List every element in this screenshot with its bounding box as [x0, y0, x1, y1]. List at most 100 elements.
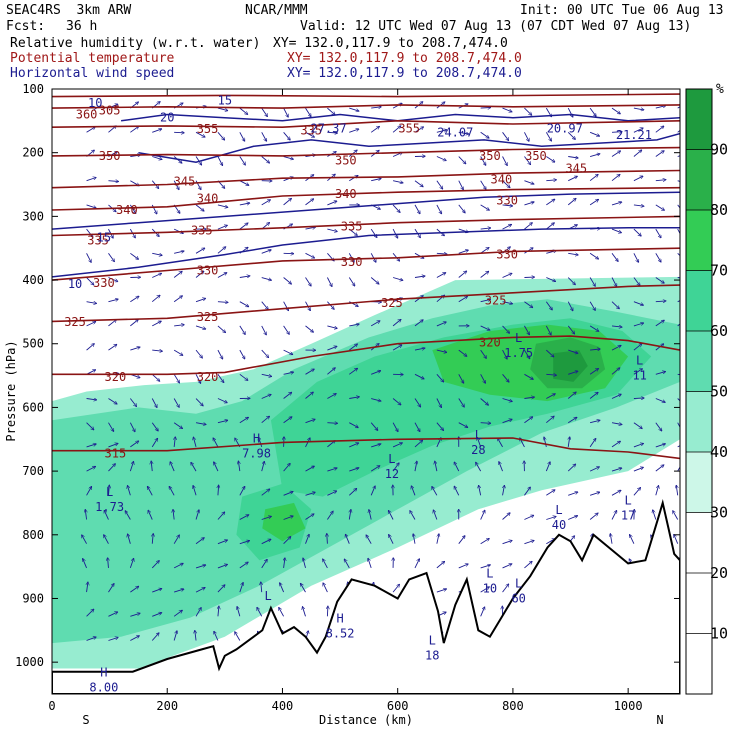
wind-vector	[568, 176, 577, 182]
wind-vector	[414, 422, 420, 432]
wind-vector	[217, 225, 227, 230]
field-rh-xy: XY= 132.0,117.9 to 208.7,474.0	[273, 36, 508, 51]
wind-vector	[436, 130, 447, 133]
wind-vector	[283, 492, 293, 496]
wind-vector	[108, 345, 116, 351]
wind-vector	[305, 466, 315, 472]
wind-vector	[433, 510, 438, 520]
colorbar-segment	[686, 452, 712, 513]
extremum-value: 11	[632, 368, 646, 382]
wind-vector	[414, 252, 424, 258]
wind-vector	[371, 179, 381, 182]
wind-vector	[152, 273, 161, 278]
wind-vector	[567, 277, 575, 285]
rh-colorbar: 10 20 30 40 50 60 70 80 90	[685, 88, 728, 695]
wind-vector	[195, 248, 205, 254]
wind-vector	[480, 325, 490, 330]
colorbar-tick-label: 90	[710, 141, 728, 159]
wind-vector	[371, 398, 381, 402]
wind-vector	[237, 607, 241, 617]
wind-vector	[545, 462, 550, 472]
wind-vector	[370, 466, 380, 472]
wind-vector	[567, 464, 575, 472]
colorbar-tick-label: 20	[710, 564, 728, 582]
wind-vector	[152, 156, 162, 160]
wind-vector	[305, 492, 316, 496]
wind-vector	[217, 585, 225, 593]
wind-vector	[217, 132, 225, 140]
wind-contour-line	[52, 191, 680, 230]
wind-vector	[633, 344, 642, 351]
wind-vector	[369, 510, 372, 520]
wind-vector	[195, 538, 204, 545]
wind-vector	[611, 253, 618, 261]
wind-vector	[173, 398, 179, 408]
wind-vector	[589, 492, 599, 496]
wind-vector	[410, 511, 416, 520]
wind-label: 27.37	[310, 121, 346, 135]
wind-vector	[86, 399, 97, 400]
x-axis: 0 200 400 600 800 1000	[48, 89, 643, 713]
wind-vector	[611, 301, 619, 309]
y-tick-label: 600	[22, 400, 44, 414]
wind-vector	[436, 589, 447, 593]
wind-vector	[655, 253, 661, 262]
wind-vector	[346, 534, 350, 544]
extremum-L: L	[625, 494, 632, 508]
wind-vector	[217, 273, 227, 278]
y-tick-label: 400	[22, 273, 44, 287]
wind-vector	[436, 253, 447, 254]
wind-vector	[414, 180, 423, 187]
wind-vector	[195, 325, 206, 329]
wind-vector	[480, 587, 490, 593]
wind-vector	[633, 108, 644, 110]
wind-vector	[283, 199, 292, 206]
init-time: Init: 00 UTC Tue 06 Aug 13	[520, 3, 724, 18]
wind-vector	[174, 437, 175, 447]
extremum-value: 18	[425, 649, 439, 663]
wind-vector	[86, 302, 97, 304]
wind-vector	[436, 204, 442, 214]
wind-vector	[239, 301, 249, 307]
field-rh-name: Relative humidity (w.r.t. water)	[10, 36, 261, 51]
wind-vector	[173, 535, 179, 544]
wind-vector	[479, 486, 482, 496]
wind-vector	[283, 107, 289, 117]
wind-vector	[633, 323, 644, 327]
wind-vector	[545, 325, 551, 335]
theta-contour-360	[52, 104, 680, 109]
wind-vector	[239, 541, 250, 545]
wind-vector	[392, 463, 399, 472]
plot-frame	[51, 88, 681, 695]
wind-vector	[655, 486, 659, 496]
wind-vector	[655, 106, 666, 109]
wind-vector	[546, 180, 556, 181]
wind-vector	[480, 228, 491, 229]
wind-vector	[633, 369, 642, 375]
wind-vector	[86, 487, 92, 496]
wind-label: 24.07	[437, 125, 473, 139]
extremum-value: 8.52	[326, 626, 355, 640]
wind-vector	[611, 490, 621, 496]
wind-vector	[611, 441, 620, 448]
colorbar-tick-label: 10	[710, 625, 728, 643]
wind-vector	[589, 325, 598, 331]
wind-vector	[151, 204, 157, 214]
wind-vector	[436, 562, 445, 569]
wind-vector	[86, 178, 96, 182]
wind-vector	[152, 252, 162, 255]
wind-vector	[261, 132, 267, 141]
wind-vector	[86, 444, 97, 448]
colorbar-segment	[686, 573, 712, 634]
wind-vector	[502, 374, 509, 382]
wind-vector	[261, 107, 268, 116]
wind-vector	[502, 301, 513, 304]
wind-vector	[503, 486, 505, 496]
wind-vector	[499, 462, 503, 472]
wind-label: 15	[218, 93, 232, 107]
wind-vector	[480, 271, 489, 278]
wind-vector	[480, 374, 486, 383]
wind-vector	[454, 486, 460, 496]
extremum-H: H	[253, 432, 260, 446]
wind-vector	[502, 419, 512, 424]
